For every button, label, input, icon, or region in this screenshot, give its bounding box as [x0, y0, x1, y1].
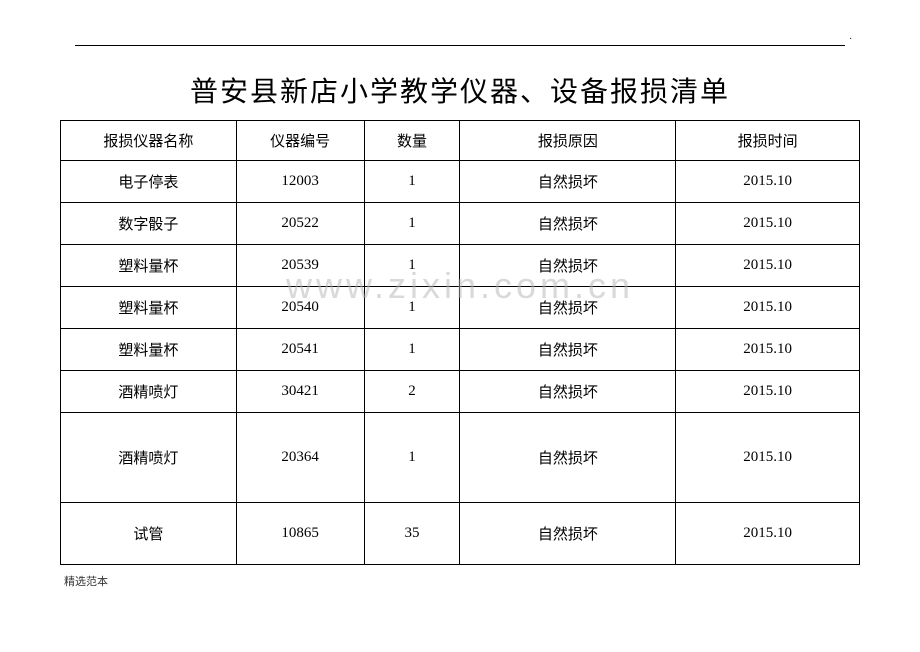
- cell-name: 酒精喷灯: [61, 413, 237, 503]
- table-row: 塑料量杯205401自然损坏2015.10: [61, 287, 860, 329]
- cell-date: 2015.10: [676, 245, 860, 287]
- cell-id: 12003: [236, 161, 364, 203]
- cell-id: 30421: [236, 371, 364, 413]
- cell-reason: 自然损坏: [460, 371, 676, 413]
- cell-id: 20364: [236, 413, 364, 503]
- cell-qty: 1: [364, 161, 460, 203]
- cell-date: 2015.10: [676, 413, 860, 503]
- table-body: 电子停表120031自然损坏2015.10数字骰子205221自然损坏2015.…: [61, 161, 860, 565]
- cell-qty: 1: [364, 203, 460, 245]
- cell-date: 2015.10: [676, 203, 860, 245]
- cell-date: 2015.10: [676, 371, 860, 413]
- page-indicator: .: [849, 30, 852, 42]
- cell-name: 电子停表: [61, 161, 237, 203]
- cell-reason: 自然损坏: [460, 329, 676, 371]
- cell-id: 20541: [236, 329, 364, 371]
- table-header-row: 报损仪器名称 仪器编号 数量 报损原因 报损时间: [61, 121, 860, 161]
- cell-reason: 自然损坏: [460, 245, 676, 287]
- table-row: 酒精喷灯304212自然损坏2015.10: [61, 371, 860, 413]
- cell-name: 塑料量杯: [61, 329, 237, 371]
- cell-reason: 自然损坏: [460, 203, 676, 245]
- cell-name: 塑料量杯: [61, 245, 237, 287]
- page-title: 普安县新店小学教学仪器、设备报损清单: [60, 70, 860, 110]
- cell-qty: 2: [364, 371, 460, 413]
- cell-name: 塑料量杯: [61, 287, 237, 329]
- damage-report-table: 报损仪器名称 仪器编号 数量 报损原因 报损时间 电子停表120031自然损坏2…: [60, 120, 860, 565]
- cell-name: 试管: [61, 503, 237, 565]
- table-row: 塑料量杯205391自然损坏2015.10: [61, 245, 860, 287]
- header-divider: [75, 45, 845, 46]
- header-id: 仪器编号: [236, 121, 364, 161]
- cell-reason: 自然损坏: [460, 413, 676, 503]
- cell-qty: 1: [364, 413, 460, 503]
- cell-date: 2015.10: [676, 161, 860, 203]
- cell-id: 20540: [236, 287, 364, 329]
- header-qty: 数量: [364, 121, 460, 161]
- cell-qty: 1: [364, 245, 460, 287]
- cell-id: 20522: [236, 203, 364, 245]
- table-row: 试管1086535自然损坏2015.10: [61, 503, 860, 565]
- cell-reason: 自然损坏: [460, 161, 676, 203]
- cell-reason: 自然损坏: [460, 503, 676, 565]
- table-row: 电子停表120031自然损坏2015.10: [61, 161, 860, 203]
- cell-qty: 1: [364, 329, 460, 371]
- footer-text: 精选范本: [64, 573, 860, 589]
- cell-name: 酒精喷灯: [61, 371, 237, 413]
- cell-id: 10865: [236, 503, 364, 565]
- cell-qty: 1: [364, 287, 460, 329]
- cell-id: 20539: [236, 245, 364, 287]
- cell-reason: 自然损坏: [460, 287, 676, 329]
- table-row: 塑料量杯205411自然损坏2015.10: [61, 329, 860, 371]
- cell-date: 2015.10: [676, 329, 860, 371]
- header-name: 报损仪器名称: [61, 121, 237, 161]
- table-row: 酒精喷灯203641自然损坏2015.10: [61, 413, 860, 503]
- table-row: 数字骰子205221自然损坏2015.10: [61, 203, 860, 245]
- header-date: 报损时间: [676, 121, 860, 161]
- header-reason: 报损原因: [460, 121, 676, 161]
- cell-date: 2015.10: [676, 503, 860, 565]
- cell-date: 2015.10: [676, 287, 860, 329]
- cell-name: 数字骰子: [61, 203, 237, 245]
- cell-qty: 35: [364, 503, 460, 565]
